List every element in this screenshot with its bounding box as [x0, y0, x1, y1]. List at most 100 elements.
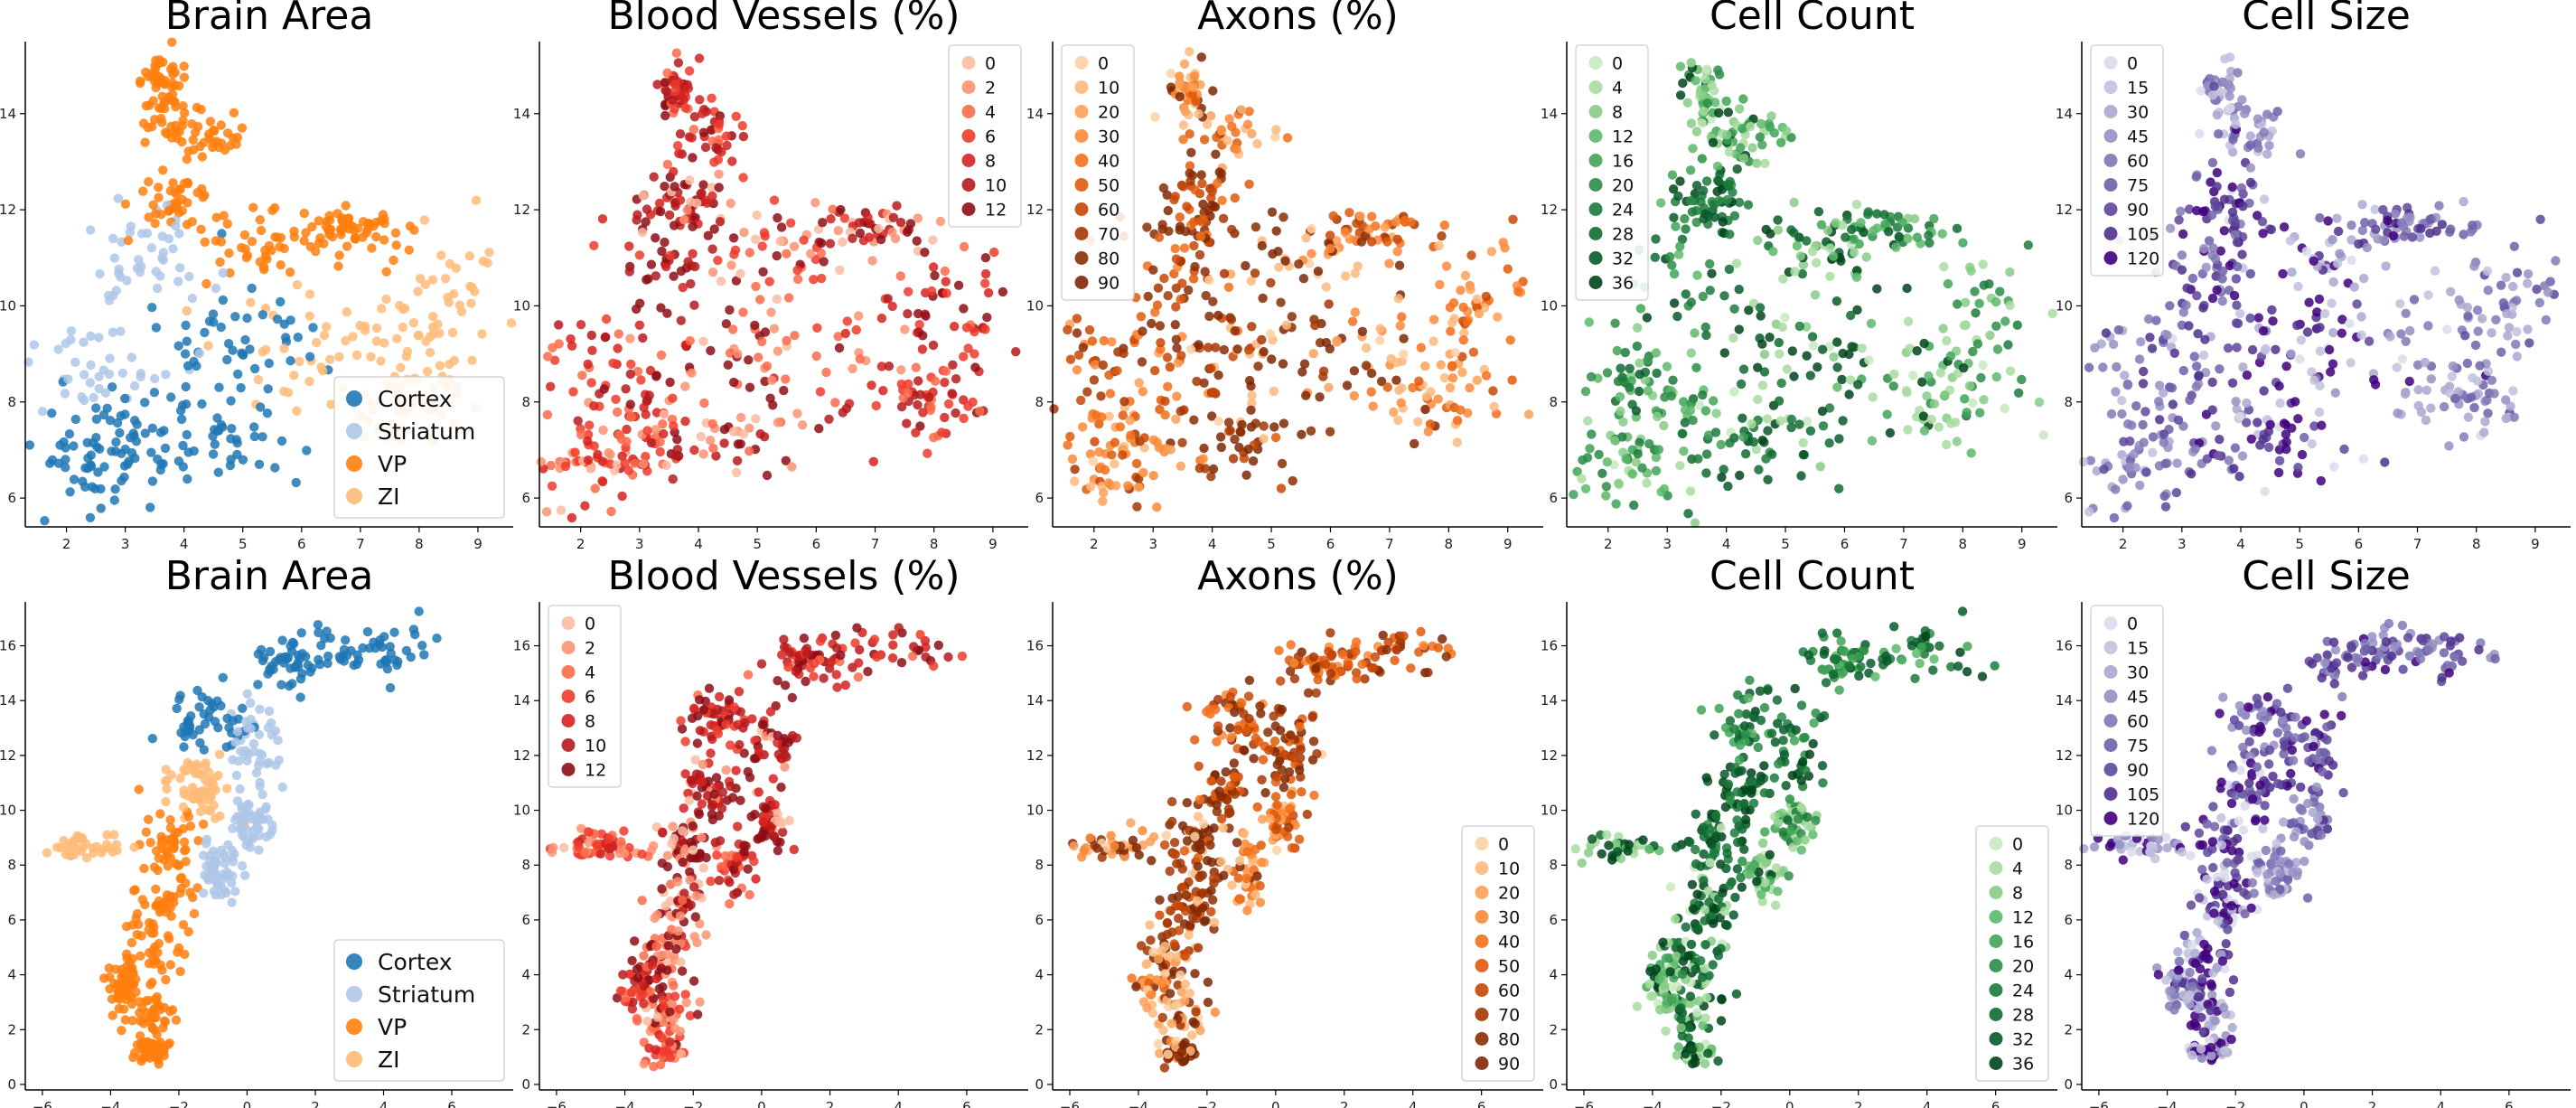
scatter-point	[657, 884, 667, 894]
scatter-point	[2496, 280, 2506, 290]
scatter-point	[2122, 419, 2133, 429]
scatter-point	[2404, 376, 2414, 387]
scatter-point	[1267, 207, 1278, 217]
scatter-point	[341, 635, 351, 645]
scatter-point	[1447, 362, 1457, 371]
scatter-point	[1572, 466, 1582, 476]
scatter-point	[1213, 310, 1223, 321]
scatter-point	[722, 795, 732, 805]
legend-label: 90	[2127, 200, 2149, 220]
scatter-point	[1103, 478, 1114, 488]
scatter-point	[1237, 419, 1247, 430]
scatter-point	[1165, 362, 1176, 372]
scatter-point	[943, 399, 954, 409]
scatter-point	[679, 888, 689, 898]
scatter-point	[1297, 429, 1307, 439]
scatter-point	[836, 204, 846, 215]
scatter-point	[385, 642, 395, 652]
scatter-point	[2230, 217, 2240, 227]
scatter-point	[662, 850, 673, 860]
legend-marker	[1588, 276, 1603, 289]
scatter-point	[55, 842, 65, 853]
scatter-point	[624, 241, 634, 251]
scatter-point	[1729, 304, 1739, 314]
scatter-point	[1792, 240, 1803, 251]
scatter-point	[841, 403, 852, 414]
scatter-point	[1216, 813, 1227, 824]
scatter-point	[192, 759, 201, 769]
scatter-point	[2328, 327, 2338, 338]
scatter-point	[2302, 327, 2313, 337]
scatter-point	[923, 448, 932, 458]
scatter-point	[2154, 415, 2165, 425]
scatter-point	[2187, 469, 2197, 479]
scatter-point	[1397, 312, 1407, 322]
scatter-point	[78, 834, 88, 844]
scatter-point	[228, 823, 238, 833]
scatter-point	[2501, 272, 2511, 283]
scatter-point	[1667, 170, 1678, 180]
scatter-point	[1642, 478, 1652, 488]
scatter-points	[42, 606, 442, 1069]
scatter-point	[1681, 289, 1691, 299]
scatter-point	[222, 219, 232, 229]
scatter-point	[1175, 79, 1185, 89]
scatter-point	[662, 861, 673, 872]
scatter-point	[173, 277, 183, 286]
scatter-point	[1738, 94, 1748, 104]
scatter-point	[2215, 364, 2225, 374]
scatter-point	[1152, 300, 1163, 310]
scatter-point	[680, 381, 690, 391]
scatter-point	[768, 774, 778, 784]
scatter-point	[2532, 284, 2542, 295]
scatter-point	[840, 680, 850, 690]
scatter-point	[2125, 462, 2135, 472]
scatter-point	[1414, 376, 1424, 386]
scatter-point	[1413, 417, 1423, 427]
scatter-point	[275, 241, 285, 252]
scatter-point	[1307, 223, 1316, 234]
scatter-point	[1196, 170, 1206, 180]
x-tick-label: 9	[2018, 536, 2027, 552]
scatter-point	[194, 702, 204, 712]
scatter-point	[276, 436, 287, 446]
scatter-point	[1714, 195, 1724, 206]
scatter-point	[1686, 118, 1697, 128]
scatter-point	[725, 878, 735, 887]
scatter-point	[904, 286, 913, 296]
scatter-point	[466, 298, 476, 308]
scatter-point	[24, 440, 35, 450]
scatter-point	[262, 408, 273, 418]
scatter-point	[2225, 103, 2235, 114]
scatter-point	[1072, 314, 1082, 324]
scatter-point	[2212, 182, 2222, 192]
scatter-point	[2292, 320, 2302, 331]
y-tick-label: 12	[1541, 202, 1558, 218]
scatter-point	[2217, 266, 2228, 277]
scatter-point	[595, 849, 606, 859]
scatter-point	[1966, 448, 1976, 458]
scatter-point	[256, 225, 267, 236]
scatter-point	[756, 659, 767, 669]
scatter-point	[1817, 406, 1828, 417]
scatter-point	[1789, 228, 1799, 238]
scatter-point	[2242, 398, 2252, 408]
scatter-point	[639, 999, 649, 1009]
scatter-point	[2371, 224, 2381, 234]
scatter-point	[1912, 346, 1922, 356]
scatter-point	[1795, 251, 1806, 261]
scatter-point	[1279, 418, 1289, 428]
scatter-point	[2212, 167, 2222, 178]
scatter-point	[982, 313, 992, 323]
scatter-point	[712, 850, 722, 860]
scatter-point	[670, 182, 679, 192]
scatter-point	[2005, 366, 2016, 376]
scatter-point	[659, 409, 670, 419]
scatter-point	[779, 385, 789, 396]
scatter-point	[1992, 344, 2003, 354]
legend-marker	[1074, 129, 1089, 143]
scatter-point	[85, 512, 96, 522]
scatter-point	[1090, 360, 1101, 370]
scatter-point	[150, 373, 160, 384]
